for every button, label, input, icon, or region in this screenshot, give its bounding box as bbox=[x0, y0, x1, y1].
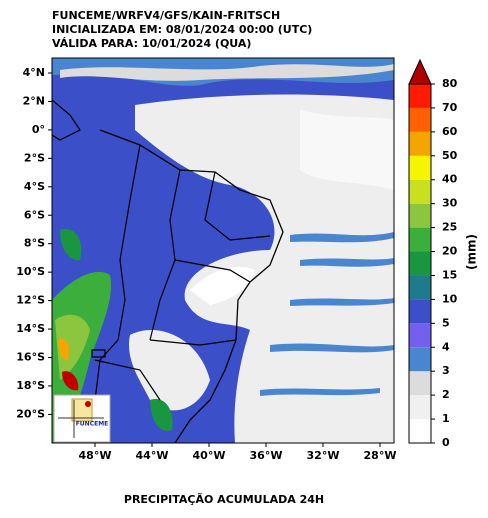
lat-label: 4°S bbox=[24, 180, 45, 193]
lat-label: 2°S bbox=[24, 151, 45, 164]
colorbar-label: 60 bbox=[442, 125, 458, 138]
lon-label: 48°W bbox=[79, 449, 112, 462]
colorbar-segment bbox=[409, 251, 431, 276]
header-line: VÁLIDA PARA: 10/01/2024 (QUA) bbox=[52, 37, 251, 50]
colorbar-segment bbox=[409, 395, 431, 420]
header-line: INICIALIZADA EM: 08/01/2024 00:00 (UTC) bbox=[52, 23, 312, 36]
logo-text: FUNCEME bbox=[76, 421, 109, 428]
lat-labels: 4°N 2°N 0° 2°S 4°S 6°S 8°S 10°S 12°S 14°S 16°S 18°S… bbox=[16, 66, 52, 420]
lon-labels: 48°W 44°W 40°W 36°W 32°W 28°W bbox=[79, 443, 397, 462]
lat-label: 14°S bbox=[16, 322, 45, 335]
colorbar-segment bbox=[409, 227, 431, 252]
colorbar-label: 40 bbox=[442, 173, 458, 186]
colorbar-label: 1 bbox=[442, 412, 450, 425]
lat-label: 16°S bbox=[16, 351, 45, 364]
lat-label: 0° bbox=[32, 123, 45, 136]
colorbar-segment bbox=[409, 203, 431, 228]
colorbar-label: 70 bbox=[442, 101, 458, 114]
colorbar-label: 15 bbox=[442, 268, 457, 281]
lon-label: 32°W bbox=[307, 449, 340, 462]
colorbar-segment bbox=[409, 131, 431, 156]
header-line: FUNCEME/WRFV4/GFS/KAIN-FRITSCH bbox=[52, 9, 280, 22]
colorbar-label: 5 bbox=[442, 316, 450, 329]
lat-label: 12°S bbox=[16, 294, 45, 307]
colorbar-segment bbox=[409, 347, 431, 372]
lat-label: 8°S bbox=[24, 237, 45, 250]
colorbar-segment bbox=[409, 155, 431, 180]
lon-label: 36°W bbox=[250, 449, 283, 462]
colorbar-label: 3 bbox=[442, 364, 450, 377]
colorbar-segment bbox=[409, 84, 431, 108]
colorbar-segment bbox=[409, 275, 431, 300]
caption: PRECIPITAÇÃO ACUMULADA 24H bbox=[124, 493, 324, 506]
colorbar-segment bbox=[409, 371, 431, 396]
colorbar-label: 4 bbox=[442, 340, 450, 353]
colorbar-segment bbox=[409, 323, 431, 348]
colorbar-segment bbox=[409, 179, 431, 204]
colorbar-unit: (mm) bbox=[465, 234, 479, 270]
colorbar-label: 50 bbox=[442, 149, 458, 162]
lon-label: 44°W bbox=[136, 449, 169, 462]
colorbar-label: 20 bbox=[442, 245, 458, 258]
colorbar-extension bbox=[408, 58, 432, 85]
lat-label: 6°S bbox=[24, 208, 45, 221]
colorbar-frame bbox=[408, 83, 432, 444]
colorbar: 0 1 2 3 4 5 10 15 20 25 30 40 50 60 70 80 bbox=[408, 58, 458, 449]
lat-label: 4°N bbox=[23, 66, 45, 79]
lon-label: 40°W bbox=[193, 449, 226, 462]
lat-label: 20°S bbox=[16, 407, 45, 420]
colorbar-label: 10 bbox=[442, 292, 458, 305]
colorbar-label: 0 bbox=[442, 436, 450, 449]
map: FUNCEME bbox=[51, 57, 395, 444]
lon-label: 28°W bbox=[364, 449, 397, 462]
colorbar-label: 25 bbox=[442, 221, 457, 234]
colorbar-label: 30 bbox=[442, 197, 458, 210]
colorbar-segment bbox=[409, 299, 431, 324]
lat-label: 10°S bbox=[16, 265, 45, 278]
colorbar-label: 80 bbox=[442, 77, 458, 90]
lat-label: 18°S bbox=[16, 379, 45, 392]
colorbar-segment bbox=[409, 107, 431, 132]
colorbar-label: 2 bbox=[442, 388, 450, 401]
lat-label: 2°N bbox=[23, 94, 45, 107]
colorbar-segment bbox=[409, 419, 431, 443]
